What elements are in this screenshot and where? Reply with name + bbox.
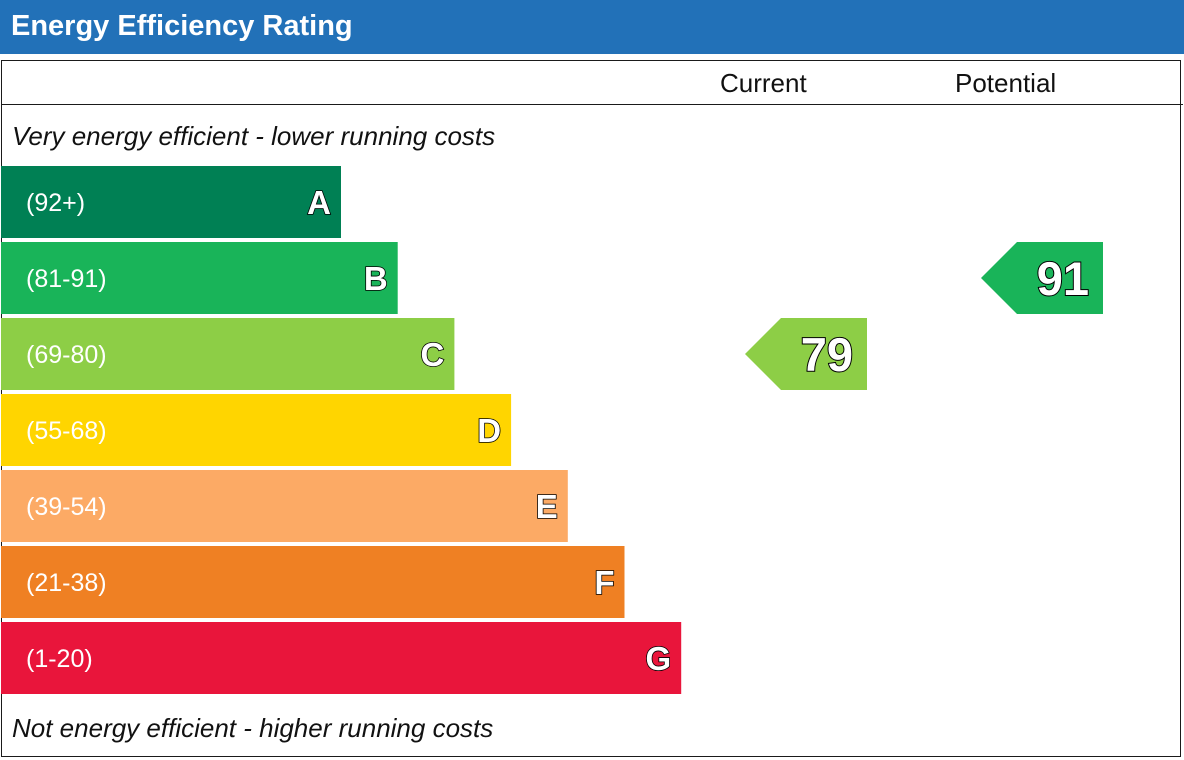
potential-rating-value: 91 [1037, 252, 1089, 305]
band-bar-a [1, 166, 341, 238]
band-letter-e: E [536, 488, 558, 525]
band-bar-g [1, 622, 682, 694]
band-bar-f [1, 546, 625, 618]
title-bar: Energy Efficiency Rating [0, 0, 1184, 54]
potential-column-header: Potential [955, 68, 1057, 98]
band-bar-b [1, 242, 398, 314]
bottom-note: Not energy efficient - higher running co… [12, 713, 494, 743]
current-column-header: Current [720, 68, 807, 98]
band-range-g: (1-20) [26, 645, 93, 673]
current-rating-value: 79 [801, 328, 853, 381]
band-range-b: (81-91) [26, 265, 107, 293]
current-rating-arrow [745, 318, 867, 390]
band-bar-e [1, 470, 568, 542]
top-note: Very energy efficient - lower running co… [12, 121, 496, 151]
band-bar-c [1, 318, 455, 390]
chart-title: Energy Efficiency Rating [11, 10, 353, 42]
band-letter-c: C [421, 336, 445, 373]
band-bar-d [1, 394, 512, 466]
header-divider [1, 104, 1183, 105]
band-letter-a: A [307, 184, 331, 221]
band-letter-f: F [594, 564, 614, 601]
band-letter-g: G [646, 640, 672, 677]
band-letter-d: D [477, 412, 501, 449]
band-letter-b: B [364, 260, 388, 297]
band-range-f: (21-38) [26, 569, 107, 597]
band-range-a: (92+) [26, 189, 85, 217]
potential-rating-arrow [981, 242, 1103, 314]
band-range-d: (55-68) [26, 417, 107, 445]
band-range-c: (69-80) [26, 341, 107, 369]
band-range-e: (39-54) [26, 493, 107, 521]
